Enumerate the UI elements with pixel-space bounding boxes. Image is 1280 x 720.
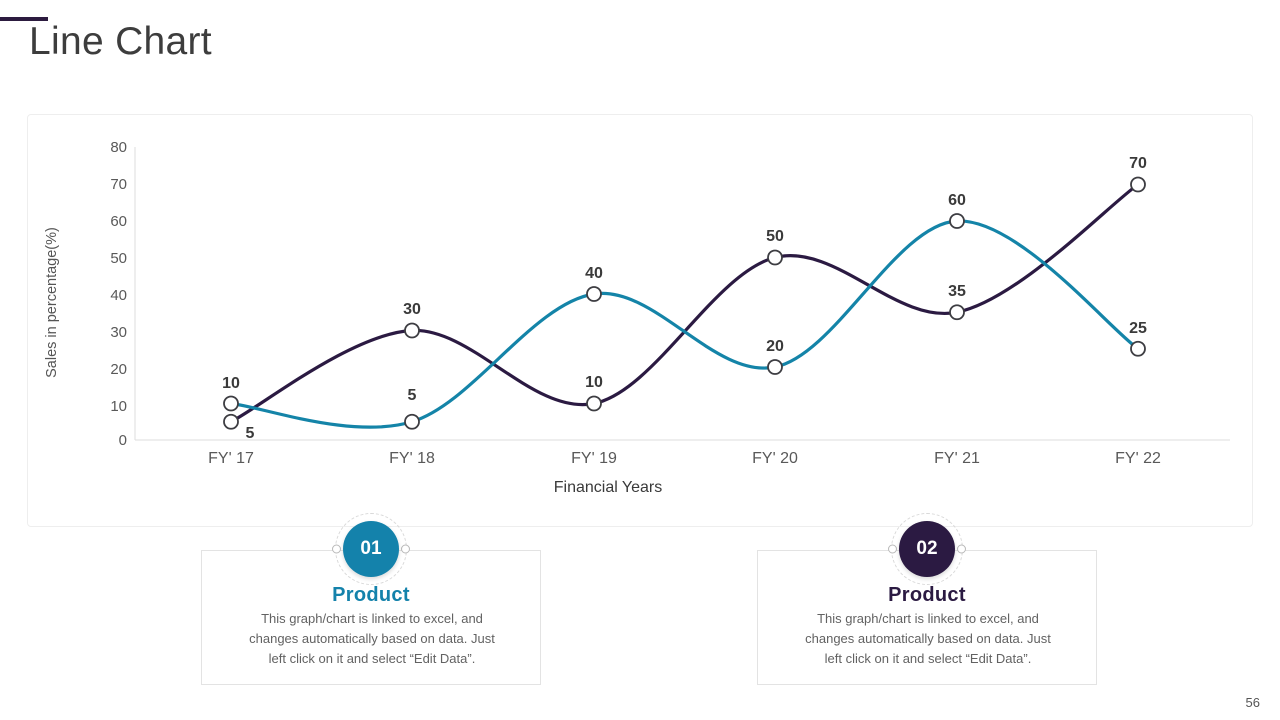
svg-text:70: 70 xyxy=(110,176,127,193)
svg-text:20: 20 xyxy=(110,361,127,378)
svg-text:10: 10 xyxy=(222,375,240,392)
svg-text:FY' 22: FY' 22 xyxy=(1115,450,1161,467)
svg-text:25: 25 xyxy=(1129,320,1147,337)
svg-text:FY' 17: FY' 17 xyxy=(208,450,254,467)
svg-text:40: 40 xyxy=(585,265,603,282)
svg-text:50: 50 xyxy=(766,228,784,245)
svg-text:35: 35 xyxy=(948,283,966,300)
svg-text:50: 50 xyxy=(110,250,127,267)
svg-text:10: 10 xyxy=(110,398,127,415)
svg-text:10: 10 xyxy=(585,374,603,391)
svg-text:70: 70 xyxy=(1129,155,1147,172)
svg-text:0: 0 xyxy=(119,432,127,449)
svg-text:20: 20 xyxy=(766,338,784,355)
svg-text:30: 30 xyxy=(110,324,127,341)
svg-text:5: 5 xyxy=(408,387,417,404)
svg-text:80: 80 xyxy=(110,139,127,156)
svg-text:FY' 21: FY' 21 xyxy=(934,450,980,467)
svg-text:40: 40 xyxy=(110,287,127,304)
svg-text:60: 60 xyxy=(110,213,127,230)
svg-text:60: 60 xyxy=(948,192,966,209)
svg-text:FY' 20: FY' 20 xyxy=(752,450,798,467)
svg-text:FY' 18: FY' 18 xyxy=(389,450,435,467)
svg-text:30: 30 xyxy=(403,301,421,318)
svg-text:5: 5 xyxy=(246,425,255,442)
svg-text:FY' 19: FY' 19 xyxy=(571,450,617,467)
